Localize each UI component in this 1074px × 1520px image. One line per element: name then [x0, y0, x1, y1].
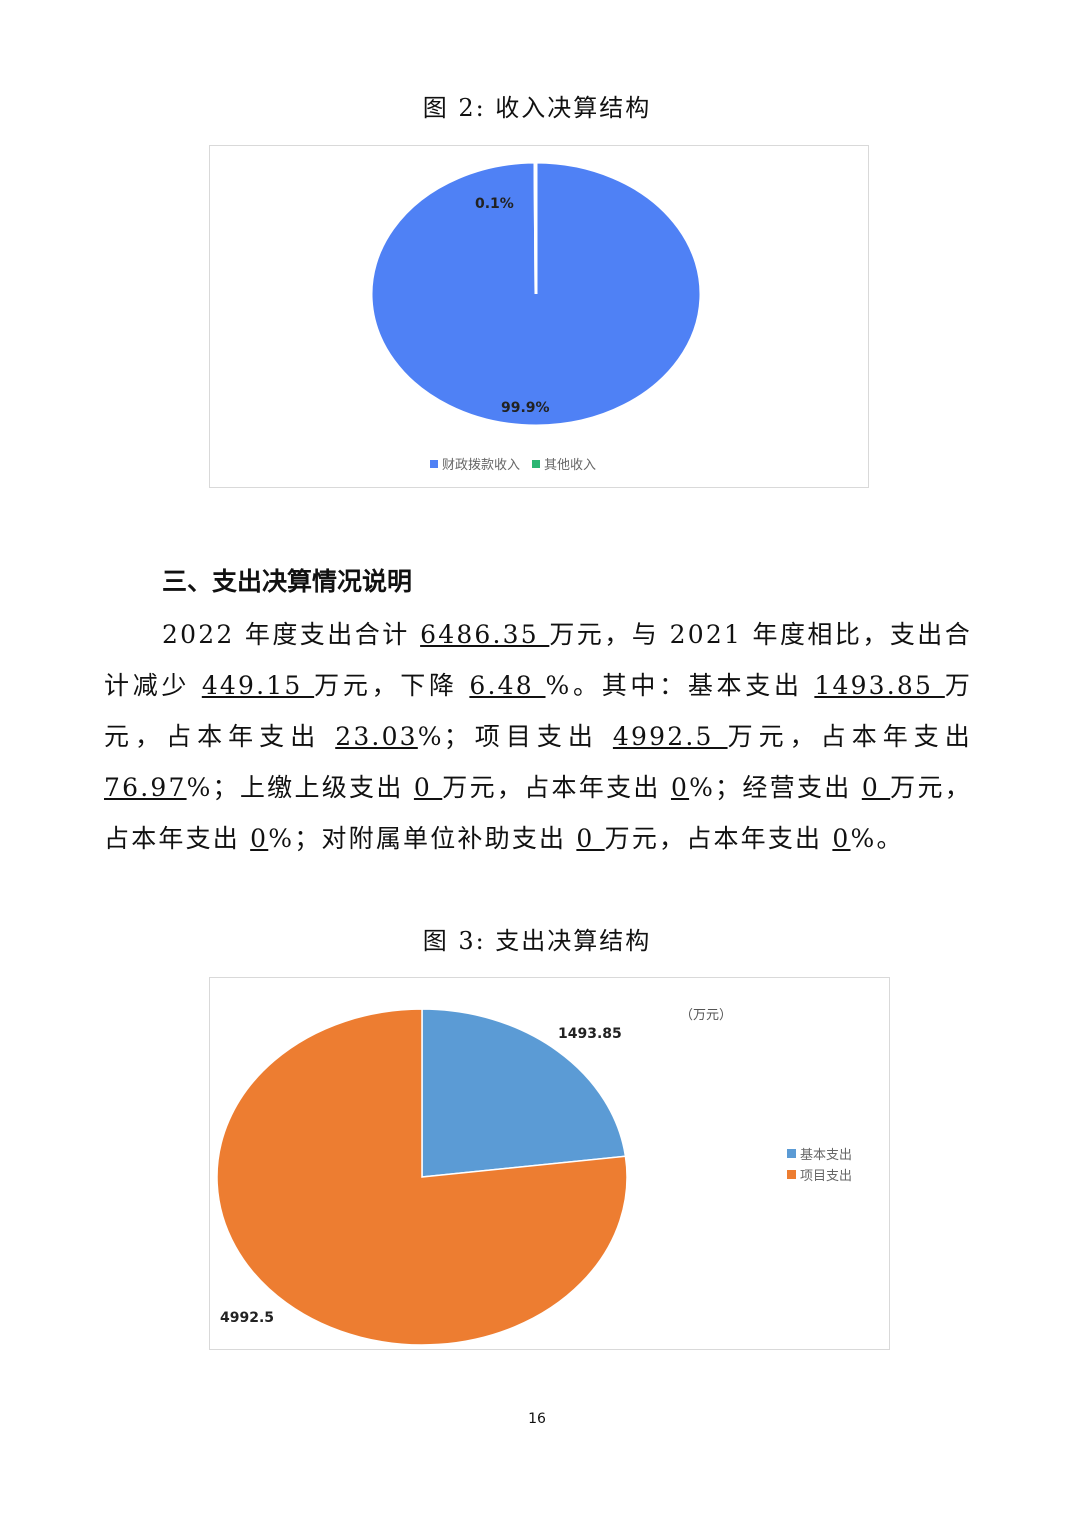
underlined-value: 0 — [861, 773, 891, 802]
figure-2-chart: 0.1% 99.9% 财政拨款收入 其他收入 — [209, 145, 869, 488]
legend-item-project: 项目支出 — [787, 1165, 852, 1184]
legend-swatch-other — [532, 459, 541, 468]
text-run: 万元，占本年支出 — [104, 671, 973, 751]
data-label-basic: 1493.85 — [558, 1026, 622, 1042]
text-run: 2022 年度支出合计 — [162, 620, 421, 649]
expenditure-paragraph: 2022 年度支出合计 6486.35 万元，与 2021 年度相比，支出合计减… — [104, 609, 972, 864]
income-pie — [369, 160, 703, 428]
text-run: 万元，下降 — [314, 671, 470, 700]
text-run: %；上缴上级支出 — [186, 773, 414, 802]
text-run: 万元，占本年支出 — [104, 773, 972, 853]
legend-swatch-project — [787, 1170, 796, 1179]
underlined-value: 4992.5 — [612, 722, 728, 751]
underlined-value: 0 — [250, 824, 269, 853]
text-run: %。 — [850, 824, 904, 853]
legend-label-other: 其他收入 — [544, 458, 597, 473]
figure-3-chart: （万元） 1493.85 4992.5 基本支出 项目支出 — [209, 977, 890, 1350]
legend: 财政拨款收入 其他收入 — [430, 454, 596, 473]
data-label-project: 4992.5 — [220, 1310, 275, 1326]
underlined-value: 0 — [576, 824, 605, 853]
underlined-value: 449.15 — [201, 671, 315, 700]
legend-label-project: 项目支出 — [800, 1169, 853, 1184]
underlined-value: 23.03 — [335, 722, 418, 751]
section-heading: 三、支出决算情况说明 — [162, 567, 413, 596]
text-run: 万元，与 2021 年度相比，支出合计减少 — [104, 620, 972, 700]
pie-slice-基本支出 — [421, 1008, 627, 1178]
data-label-other: 0.1% — [475, 196, 514, 212]
legend-swatch-fiscal — [430, 459, 438, 468]
unit-label: （万元） — [680, 1008, 733, 1023]
underlined-value: 6486.35 — [420, 620, 550, 649]
legend-item-basic: 基本支出 — [787, 1144, 852, 1163]
text-run: %；对附属单位补助支出 — [268, 824, 577, 853]
text-run: 万元，占本年支出 — [604, 824, 833, 853]
underlined-value: 1493.85 — [814, 671, 945, 700]
text-run: %。其中：基本支出 — [545, 671, 815, 700]
text-run: %；经营支出 — [689, 773, 862, 802]
data-label-fiscal: 99.9% — [501, 400, 550, 416]
underlined-value: 0 — [832, 824, 851, 853]
underlined-value: 76.97 — [104, 773, 187, 802]
legend-label-basic: 基本支出 — [800, 1148, 853, 1163]
legend-label-fiscal: 财政拨款收入 — [442, 458, 521, 473]
figure-2-caption: 图 2: 收入决算结构 — [422, 94, 652, 122]
underlined-value: 6.48 — [469, 671, 546, 700]
text-run: 万元，占本年支出 — [727, 722, 972, 751]
legend-swatch-basic — [787, 1149, 796, 1158]
text-run: %；项目支出 — [417, 722, 613, 751]
page-number: 16 — [528, 1411, 546, 1427]
text-run: 万元，占本年支出 — [442, 773, 671, 802]
pie-slice-其他收入 — [533, 160, 538, 295]
expenditure-pie — [216, 1008, 628, 1346]
underlined-value: 0 — [670, 773, 690, 802]
figure-3-caption: 图 3: 支出决算结构 — [422, 927, 652, 955]
underlined-value: 0 — [413, 773, 443, 802]
pie-slice-项目支出 — [216, 1008, 628, 1346]
